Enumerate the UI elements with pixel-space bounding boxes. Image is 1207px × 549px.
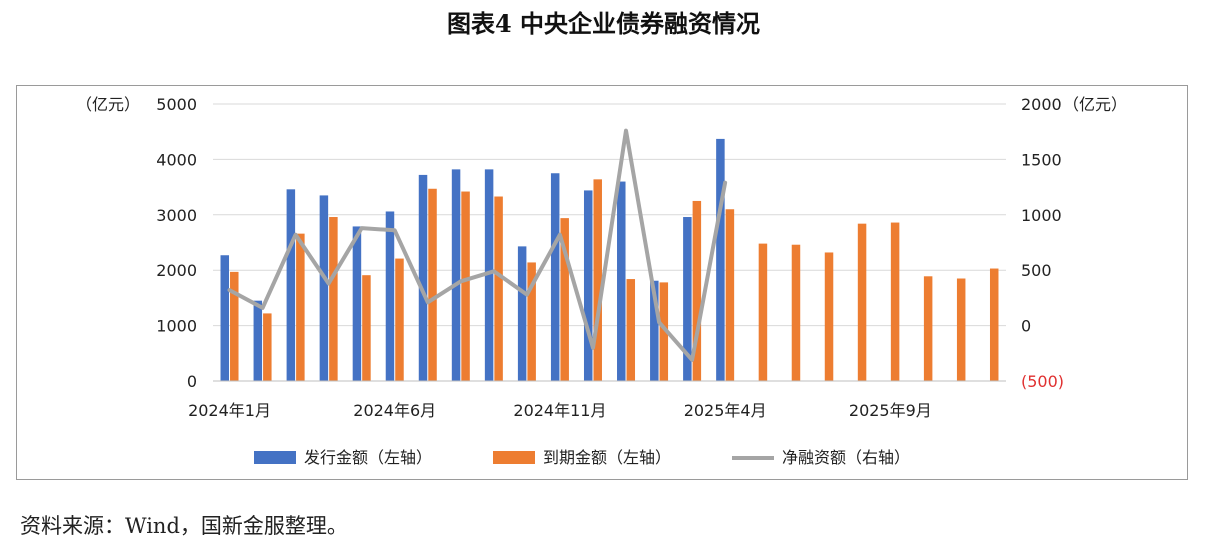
issuance-bar bbox=[319, 195, 329, 381]
issuance-bar bbox=[253, 300, 263, 381]
left-tick-label: 0 bbox=[187, 372, 197, 391]
issuance-bar bbox=[517, 246, 527, 381]
issuance-bar bbox=[617, 181, 626, 381]
legend-label: 净融资额（右轴） bbox=[782, 448, 910, 467]
maturity-bar bbox=[890, 222, 900, 381]
net-financing-line bbox=[227, 128, 728, 362]
left-axis-unit: （亿元） bbox=[76, 95, 140, 114]
maturity-bar bbox=[329, 217, 338, 381]
issuance-bar bbox=[550, 173, 560, 381]
maturity-bar bbox=[560, 218, 569, 381]
maturity-bar bbox=[395, 258, 404, 381]
maturity-bar bbox=[296, 233, 305, 381]
left-tick-label: 2000 bbox=[156, 261, 197, 280]
issuance-bar bbox=[286, 189, 296, 381]
maturity-bar bbox=[593, 179, 602, 381]
right-tick-label: 1000 bbox=[1021, 206, 1062, 225]
issuance-bar bbox=[716, 138, 725, 381]
left-tick-label: 3000 bbox=[156, 206, 197, 225]
right-tick-label: 1500 bbox=[1021, 150, 1062, 169]
issuance-bar bbox=[385, 211, 395, 381]
maturity-bar bbox=[989, 268, 999, 381]
x-tick-label: 2024年11月 bbox=[513, 401, 606, 420]
maturity-bar bbox=[263, 313, 272, 381]
maturity-bar bbox=[923, 276, 933, 381]
maturity-bar bbox=[692, 200, 702, 381]
x-tick-label: 2024年6月 bbox=[353, 401, 436, 420]
issuance-bar bbox=[451, 169, 461, 381]
issuance-bar bbox=[683, 217, 692, 381]
left-tick-label: 4000 bbox=[156, 150, 197, 169]
maturity-bar bbox=[956, 278, 966, 381]
maturity-bar bbox=[659, 282, 669, 381]
maturity-bar bbox=[758, 243, 768, 381]
left-tick-label: 1000 bbox=[156, 317, 197, 336]
issuance-bar bbox=[352, 226, 362, 381]
maturity-bar bbox=[824, 252, 834, 381]
legend-label: 到期金额（左轴） bbox=[543, 448, 671, 467]
right-tick-label: 0 bbox=[1021, 317, 1031, 336]
maturity-bar bbox=[857, 223, 867, 381]
maturity-bar bbox=[230, 271, 239, 381]
x-tick-label: 2025年9月 bbox=[849, 401, 932, 420]
legend-swatch bbox=[493, 451, 535, 464]
maturity-bar bbox=[626, 279, 636, 381]
x-tick-label: 2025年4月 bbox=[684, 401, 767, 420]
x-tick-label: 2024年1月 bbox=[188, 401, 271, 420]
bond-financing-chart: 0 1000 2000 3000 4000 5000 （亿元） (500) 0 500 1000 15… bbox=[76, 95, 1127, 467]
chart-frame bbox=[16, 85, 1188, 480]
issuance-bar bbox=[484, 169, 494, 381]
right-axis-unit: （亿元） bbox=[1063, 95, 1127, 114]
right-tick-label: (500) bbox=[1021, 372, 1064, 391]
issuance-bar bbox=[583, 190, 593, 381]
maturity-bar bbox=[461, 191, 470, 381]
right-tick-label: 500 bbox=[1021, 261, 1052, 280]
legend-swatch bbox=[254, 451, 296, 464]
chart-title: 图表4 中央企业债券融资情况 bbox=[446, 9, 761, 38]
maturity-bar bbox=[362, 275, 371, 381]
source-note: 资料来源：Wind，国新金服整理。 bbox=[20, 514, 348, 538]
issuance-bar bbox=[418, 174, 428, 381]
maturity-bar bbox=[494, 196, 503, 381]
right-tick-label: 2000 bbox=[1021, 95, 1062, 114]
maturity-bar bbox=[791, 244, 801, 381]
maturity-bar bbox=[527, 262, 536, 381]
legend-label: 发行金额（左轴） bbox=[304, 448, 432, 467]
maturity-bar bbox=[725, 209, 735, 381]
maturity-bar bbox=[428, 188, 437, 381]
issuance-bar bbox=[650, 280, 659, 381]
issuance-bar bbox=[220, 255, 230, 381]
left-tick-label: 5000 bbox=[156, 95, 197, 114]
